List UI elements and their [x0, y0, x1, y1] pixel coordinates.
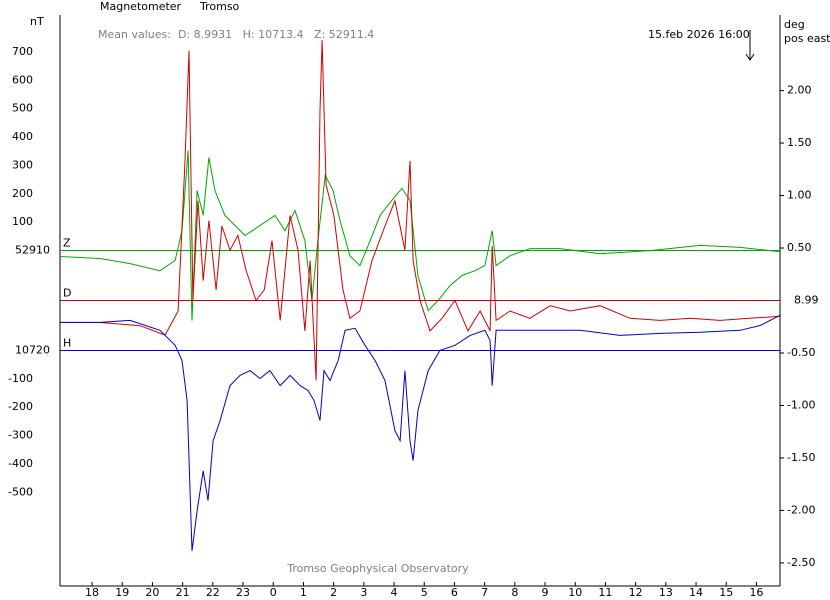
- y-tick-label: -300: [8, 429, 33, 442]
- series-name: Z: [63, 237, 71, 250]
- x-tick-label: 9: [542, 586, 549, 599]
- x-tick-label: 18: [85, 586, 99, 599]
- x-tick-label: 11: [598, 586, 612, 599]
- series-line: [60, 314, 781, 551]
- y-tick-label: 600: [12, 73, 33, 86]
- y-tick-label: 100: [12, 215, 33, 228]
- y-tick-label: -500: [8, 485, 33, 498]
- x-tick-label: 13: [659, 586, 673, 599]
- y2-tick-label: 1.50: [787, 136, 812, 149]
- x-tick-label: 14: [689, 586, 703, 599]
- x-tick-label: 10: [568, 586, 582, 599]
- station: Tromso: [199, 0, 240, 13]
- timestamp: 15.feb 2026 16:00: [648, 28, 750, 41]
- x-tick-label: 5: [421, 586, 428, 599]
- y-tick-label: -200: [8, 400, 33, 413]
- x-tick-label: 2: [330, 586, 337, 599]
- x-tick-label: 23: [236, 586, 250, 599]
- series-line: [60, 40, 781, 381]
- baseline-label: 8.99: [794, 294, 819, 307]
- x-tick-label: 7: [481, 586, 488, 599]
- y2-sublabel: pos east: [784, 32, 830, 45]
- x-tick-label: 3: [360, 586, 367, 599]
- x-tick-label: 6: [451, 586, 458, 599]
- y2-label: deg: [784, 18, 805, 31]
- x-tick-label: 0: [270, 586, 277, 599]
- y2-tick-label: -1.00: [787, 398, 815, 411]
- y-label: nT: [30, 15, 44, 28]
- y-tick-label: 400: [12, 130, 33, 143]
- y2-tick-label: -0.50: [787, 346, 815, 359]
- y2-tick-label: 1.00: [787, 189, 812, 202]
- y-tick-label: 500: [12, 102, 33, 115]
- x-tick-label: 16: [749, 586, 763, 599]
- footer: Tromso Geophysical Observatory: [286, 562, 469, 575]
- chart-title: Magnetometer: [100, 0, 182, 13]
- x-tick-label: 19: [115, 586, 129, 599]
- x-tick-label: 4: [391, 586, 398, 599]
- x-tick-label: 21: [176, 586, 190, 599]
- y2-tick-label: 2.00: [787, 84, 812, 97]
- y2-tick-label: -1.50: [787, 451, 815, 464]
- series-line: [59, 150, 781, 321]
- series-name: D: [63, 287, 71, 300]
- y-tick-label: -100: [8, 372, 33, 385]
- x-tick-label: 1: [300, 586, 307, 599]
- y2-tick-label: -2.00: [787, 503, 815, 516]
- y-tick-label: -400: [8, 457, 33, 470]
- x-tick-label: 8: [511, 586, 518, 599]
- time-arrow: [745, 30, 755, 61]
- x-tick-label: 12: [629, 586, 643, 599]
- baseline-label: 52910: [15, 244, 50, 257]
- x-tick-label: 22: [206, 586, 220, 599]
- y-tick-label: 700: [12, 45, 33, 58]
- y2-tick-label: -2.50: [787, 556, 815, 569]
- x-tick-label: 15: [719, 586, 733, 599]
- series-name: H: [63, 336, 71, 349]
- mean-values: Mean values: D: 8.9931 H: 10713.4 Z: 529…: [98, 28, 374, 41]
- y-tick-label: 300: [12, 158, 33, 171]
- baseline-label: 10720: [15, 343, 50, 356]
- y-tick-label: 200: [12, 187, 33, 200]
- x-tick-label: 20: [145, 586, 159, 599]
- y2-tick-label: 0.50: [787, 241, 812, 254]
